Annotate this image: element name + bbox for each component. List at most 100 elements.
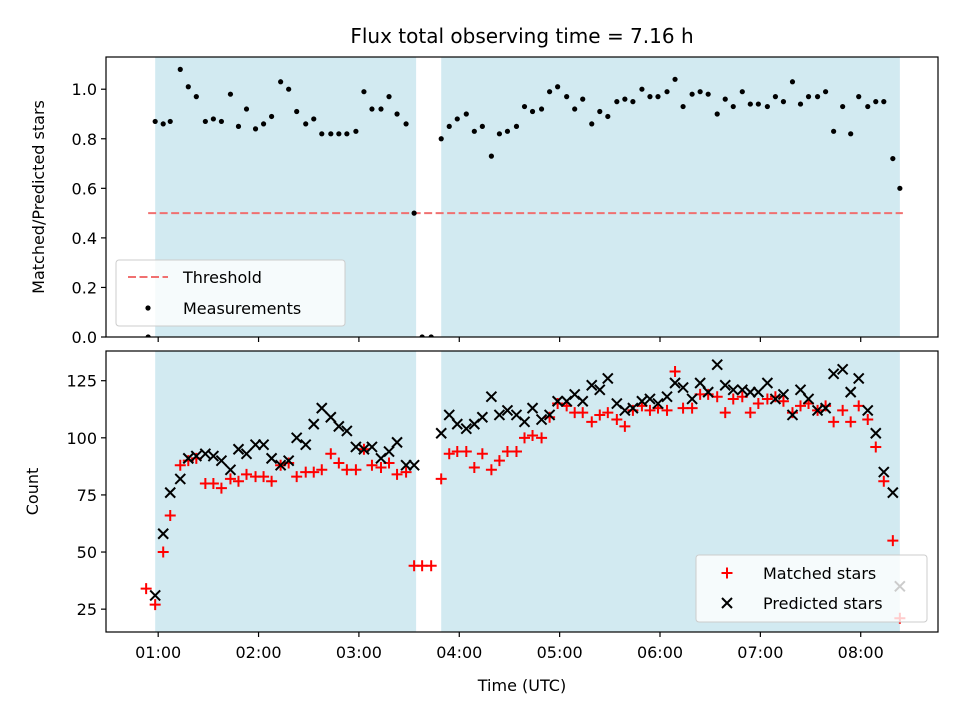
predicted-star-point (358, 443, 370, 455)
measurement-point (145, 334, 151, 337)
matched-star-point (232, 475, 244, 487)
predicted-star-point (451, 418, 463, 430)
predicted-star-point (282, 454, 295, 467)
predicted-star-point (290, 432, 303, 444)
predicted-star-point (535, 413, 548, 426)
matched-star-point (241, 468, 253, 480)
matched-star-point (586, 416, 598, 428)
measurement-point (747, 101, 753, 107)
ratio-panel: 0.0 0.2 0.4 0.6 0.8 1.0 Matched/Predicted star… (29, 56, 939, 347)
predicted-star-point (435, 427, 447, 439)
measurement-point (597, 108, 603, 115)
predicted-star-point (870, 427, 882, 439)
measurement-point (185, 84, 191, 90)
matched-star-point (366, 459, 378, 471)
predicted-star-point (711, 358, 723, 371)
measurement-point (881, 99, 887, 105)
measurement-point (268, 113, 275, 120)
predicted-star-point (811, 404, 824, 417)
measurement-point (344, 131, 350, 137)
predicted-star-point (736, 384, 749, 396)
matched-star-point (266, 475, 278, 487)
measurement-point (319, 131, 325, 137)
measurement-point (218, 118, 225, 125)
matched-star-point (493, 455, 505, 467)
measurement-point (722, 96, 728, 102)
predicted-star-point (761, 377, 774, 389)
predicted-star-point (300, 438, 312, 451)
predicted-star-point (661, 390, 673, 403)
x-tick-label: 05:00 (537, 643, 583, 662)
matched-star-point (870, 441, 882, 453)
y-tick-label: 1.0 (72, 80, 97, 99)
matched-star-point (887, 535, 899, 547)
predicted-star-point (476, 411, 489, 423)
predicted-star-point (316, 402, 328, 414)
axes-frame (105, 56, 939, 338)
matched-star-point (164, 509, 176, 521)
predicted-star-point (586, 379, 598, 391)
measurement-point (152, 118, 158, 125)
predicted-star-point (257, 438, 270, 451)
legend-box (115, 259, 346, 327)
matched-star-point (644, 404, 656, 416)
legend-threshold-label: Threshold (182, 268, 262, 287)
measurement-point (689, 91, 695, 97)
predicted-star-point (652, 397, 664, 410)
measurement-point (471, 128, 477, 134)
matched-star-point (878, 475, 890, 487)
predicted-star-point (794, 384, 807, 396)
matched-star-point (224, 473, 236, 485)
measurement-point (428, 334, 434, 337)
x-tick-label: 01:00 (135, 643, 181, 662)
measurement-point (614, 99, 620, 105)
measurement-point (227, 91, 234, 97)
predicted-star-point (878, 466, 890, 478)
predicted-star-point (366, 441, 378, 453)
y-axis-label: Matched/Predicted stars (29, 100, 48, 294)
predicted-star-point (240, 448, 253, 460)
measurement-point (361, 89, 367, 95)
measurement-point (605, 113, 611, 120)
predicted-star-point (501, 404, 514, 417)
matched-star-point (149, 599, 161, 611)
predicted-star-point (543, 409, 556, 421)
measurement-point (865, 103, 871, 110)
measurement-point (805, 94, 812, 100)
measurement-point (446, 123, 452, 129)
y-tick-label: 0.2 (72, 278, 97, 297)
legend: Threshold Measurements (115, 259, 346, 327)
matched-star-point (174, 459, 186, 471)
measurement-point (243, 106, 250, 112)
measurement-point (438, 136, 444, 142)
predicted-star-point (350, 441, 362, 453)
matched-star-point (519, 432, 531, 444)
matched-star-point (777, 395, 789, 407)
measurement-point (278, 79, 284, 85)
legend-measurement-label: Measurements (183, 299, 301, 318)
predicted-star-point (602, 372, 614, 385)
measurement-point (764, 103, 770, 110)
matched-star-point (744, 407, 756, 419)
measurement-point (639, 86, 645, 92)
measurement-point (789, 79, 796, 85)
predicted-star-point (686, 393, 698, 405)
measurement-point (411, 210, 417, 216)
predicted-star-point (802, 393, 815, 405)
measurement-point (589, 121, 595, 127)
measurement-point (705, 91, 711, 97)
y-tick-label: 0.6 (72, 179, 97, 198)
matched-star-point (862, 414, 874, 426)
measurement-point (286, 86, 292, 92)
measurement-point (630, 99, 636, 105)
predicted-star-point (164, 486, 176, 499)
predicted-star-point (844, 386, 857, 398)
x-tick-label: 04:00 (436, 643, 482, 662)
measurement-point (454, 116, 460, 122)
predicted-star-point (827, 368, 840, 380)
predicted-star-point (677, 381, 689, 394)
measurement-point (378, 106, 384, 112)
predicted-star-point (853, 372, 865, 385)
matched-star-point (752, 398, 764, 410)
